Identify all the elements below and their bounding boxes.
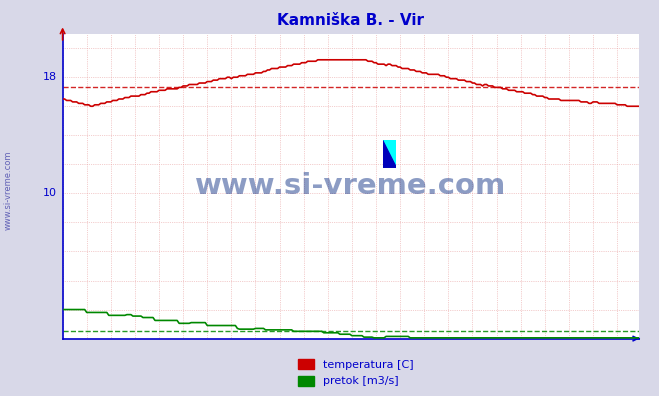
Polygon shape: [383, 140, 397, 168]
Text: www.si-vreme.com: www.si-vreme.com: [195, 172, 507, 200]
Text: 18: 18: [43, 72, 57, 82]
Legend: temperatura [C], pretok [m3/s]: temperatura [C], pretok [m3/s]: [298, 360, 414, 386]
Text: www.si-vreme.com: www.si-vreme.com: [4, 150, 13, 230]
Title: Kamniška B. - Vir: Kamniška B. - Vir: [277, 13, 424, 29]
Text: 10: 10: [43, 188, 57, 198]
Polygon shape: [383, 140, 397, 168]
